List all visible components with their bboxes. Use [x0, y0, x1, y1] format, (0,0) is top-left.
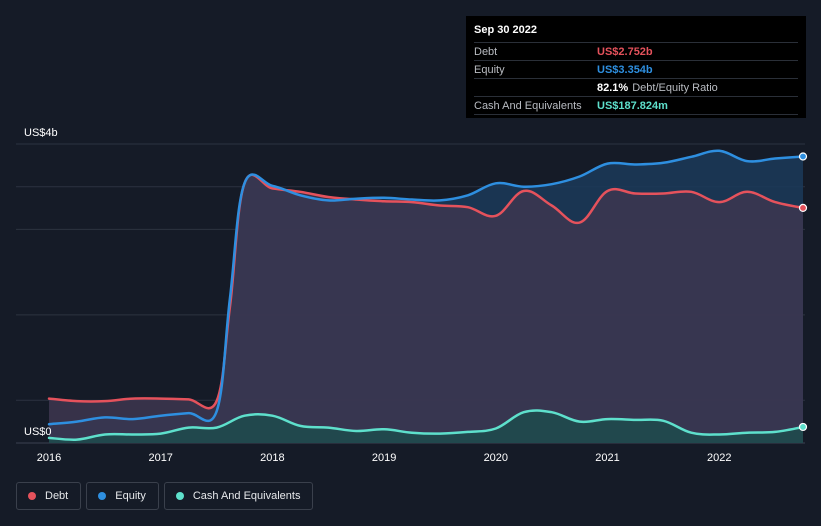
chart-lines	[47, 149, 805, 441]
tooltip-row-debt: Debt US$2.752b	[474, 42, 798, 60]
cash-line	[47, 409, 805, 441]
x-tick-label: 2022	[707, 452, 731, 464]
cash-endpoint	[798, 422, 808, 432]
tooltip-debt-value: US$2.752b	[597, 45, 653, 58]
tooltip-cash-label: Cash And Equivalents	[474, 99, 582, 112]
legend-equity-label: Equity	[115, 490, 146, 502]
y-axis-bottom-label: US$0	[24, 426, 52, 438]
x-tick-label: 2016	[37, 452, 61, 464]
x-axis-ticks: 2016 2017 2018 2019 2020 2021 2022	[37, 452, 732, 464]
tooltip-row-cash: Cash And Equivalents US$187.824m	[474, 96, 798, 115]
tooltip-debt-label: Debt	[474, 45, 498, 58]
equity-dot-icon	[98, 492, 107, 500]
legend-cash-label: Cash And Equivalents	[192, 490, 301, 502]
equity-endpoint	[798, 152, 808, 161]
legend-item-cash[interactable]: Cash And Equivalents	[163, 482, 314, 510]
equity-line	[47, 149, 805, 426]
tooltip-row-ratio: 82.1% Debt/Equity Ratio	[474, 78, 798, 96]
x-tick-label: 2018	[260, 452, 284, 464]
tooltip-ratio-label: Debt/Equity Ratio	[632, 81, 718, 94]
chart-axis: US$4b US$0	[24, 127, 58, 438]
debt-endpoint	[798, 203, 808, 213]
tooltip-equity-value: US$3.354b	[597, 63, 653, 76]
debt-line	[47, 173, 805, 410]
legend-debt-label: Debt	[45, 490, 69, 502]
legend-item-debt[interactable]: Debt	[16, 482, 82, 510]
tooltip-equity-label: Equity	[474, 63, 505, 76]
tooltip-date: Sep 30 2022	[474, 24, 537, 36]
y-axis-top-label: US$4b	[24, 127, 58, 139]
cash-dot-icon	[175, 492, 184, 500]
x-tick-label: 2020	[484, 452, 508, 464]
chart-endpoints	[798, 152, 808, 432]
x-tick-label: 2019	[372, 452, 396, 464]
tooltip-ratio-value: 82.1%	[597, 81, 629, 94]
debt-dot-icon	[28, 492, 36, 500]
x-tick-label: 2017	[148, 452, 172, 464]
chart-legend: Debt Equity Cash And Equivalents	[16, 482, 314, 510]
data-tooltip: Sep 30 2022 Debt US$2.752b Equity US$3.3…	[466, 16, 806, 118]
tooltip-cash-value: US$187.824m	[597, 99, 668, 112]
x-tick-label: 2021	[595, 452, 619, 464]
debt-area	[49, 174, 803, 443]
tooltip-row-equity: Equity US$3.354b	[474, 60, 798, 78]
legend-item-equity[interactable]: Equity	[86, 482, 159, 510]
